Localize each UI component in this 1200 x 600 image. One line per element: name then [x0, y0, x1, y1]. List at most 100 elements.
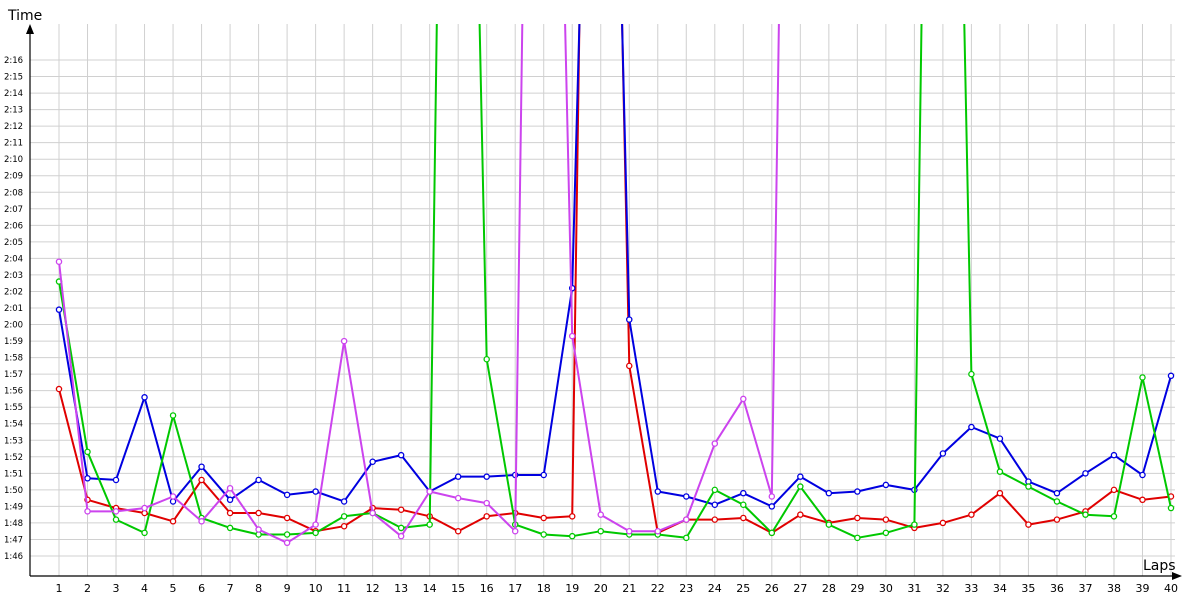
y-tick-label: 1:49 [4, 502, 23, 512]
data-point [141, 504, 148, 512]
data-point [854, 488, 861, 495]
series-line [58, 23, 780, 544]
data-point [312, 529, 319, 537]
data-point [483, 499, 490, 507]
y-tick-label: 2:13 [4, 106, 23, 116]
y-tick-label: 1:56 [4, 387, 23, 397]
data-point [112, 476, 120, 484]
data-point [911, 521, 918, 528]
data-point [854, 514, 861, 522]
data-point [84, 508, 91, 515]
x-tick-label: 33 [964, 582, 978, 595]
data-point [397, 451, 405, 459]
data-point [84, 448, 91, 456]
x-tick-label: 12 [366, 582, 380, 595]
data-point [568, 332, 576, 340]
data-point [882, 516, 890, 523]
data-point [854, 534, 861, 542]
x-tick-label: 36 [1050, 582, 1064, 595]
y-tick-label: 2:09 [4, 172, 23, 182]
data-point [1110, 513, 1118, 520]
series-line [58, 23, 1172, 508]
series-3 [55, 23, 1175, 542]
data-point [340, 498, 348, 505]
data-point [283, 514, 291, 522]
data-point [597, 511, 604, 518]
data-point [968, 511, 975, 518]
data-point [340, 513, 348, 520]
y-axis-arrow [26, 24, 34, 34]
x-tick-label: 34 [993, 582, 1007, 595]
data-point [797, 511, 804, 518]
data-point [1025, 483, 1032, 490]
y-tick-label: 2:15 [4, 73, 23, 83]
x-tick-label: 17 [508, 582, 522, 595]
data-point [141, 394, 148, 401]
data-point [683, 534, 690, 542]
x-tick-label: 19 [565, 582, 579, 595]
y-tick-label: 1:57 [4, 370, 23, 380]
data-point [312, 521, 319, 528]
data-point [654, 488, 662, 495]
data-point [397, 506, 405, 513]
y-tick-labels: 1:46 1:47 1:48 1:49 1:50 1:51 1:52 1:53 1:54 1:55… [4, 56, 23, 562]
data-point [397, 532, 405, 540]
x-tick-label: 30 [879, 582, 893, 595]
y-tick-label: 1:48 [4, 519, 23, 529]
data-point [198, 463, 205, 470]
y-tick-label: 1:50 [4, 486, 23, 496]
data-point [568, 513, 576, 520]
data-point [255, 526, 262, 533]
data-point [939, 519, 947, 527]
data-point [711, 440, 719, 447]
x-tick-label: 7 [227, 582, 234, 595]
y-tick-label: 2:00 [4, 321, 23, 331]
data-point [226, 509, 234, 517]
data-point [740, 395, 747, 403]
y-tick-label: 2:12 [4, 122, 23, 132]
y-tick-label: 2:05 [4, 238, 23, 248]
data-point [797, 483, 804, 490]
data-point [369, 458, 376, 466]
x-tick-label: 16 [480, 582, 494, 595]
y-tick-label: 2:08 [4, 188, 23, 198]
grid [30, 24, 1175, 576]
data-point [626, 527, 633, 535]
data-point [169, 412, 177, 419]
data-point [397, 524, 405, 532]
data-point [283, 539, 291, 547]
y-tick-label: 1:58 [4, 354, 23, 364]
x-tick-label: 32 [936, 582, 950, 595]
x-tick-label: 25 [736, 582, 750, 595]
y-tick-label: 2:02 [4, 287, 23, 297]
data-point [55, 258, 63, 265]
data-point [882, 529, 890, 537]
x-tick-label: 37 [1078, 582, 1092, 595]
y-tick-label: 2:01 [4, 304, 23, 314]
data-point [540, 514, 547, 522]
y-tick-label: 1:46 [4, 552, 23, 562]
data-point [626, 316, 633, 323]
y-tick-label: 1:52 [4, 453, 23, 463]
data-point [711, 486, 719, 494]
data-point [768, 503, 776, 510]
data-point [740, 514, 747, 522]
x-tick-label: 3 [113, 582, 120, 595]
data-point [511, 527, 519, 535]
y-tick-label: 1:47 [4, 535, 23, 545]
data-point [1139, 471, 1146, 479]
x-tick-labels: 1 2 3 4 5 6 7 8 9 10 11 12 13 14 15 16 17 18 19 20 21 22 23 24 2… [56, 582, 1179, 595]
series-line [58, 23, 1172, 539]
data-point [1053, 516, 1061, 523]
data-point [283, 491, 291, 499]
x-tick-label: 35 [1021, 582, 1035, 595]
y-tick-label: 2:07 [4, 205, 23, 215]
x-tick-label: 5 [170, 582, 177, 595]
data-point [169, 518, 177, 525]
y-tick-label: 1:51 [4, 469, 23, 479]
data-point [198, 518, 205, 525]
data-point [825, 521, 833, 528]
y-tick-label: 1:53 [4, 436, 23, 446]
data-point [426, 488, 433, 495]
x-tick-label: 11 [337, 582, 351, 595]
